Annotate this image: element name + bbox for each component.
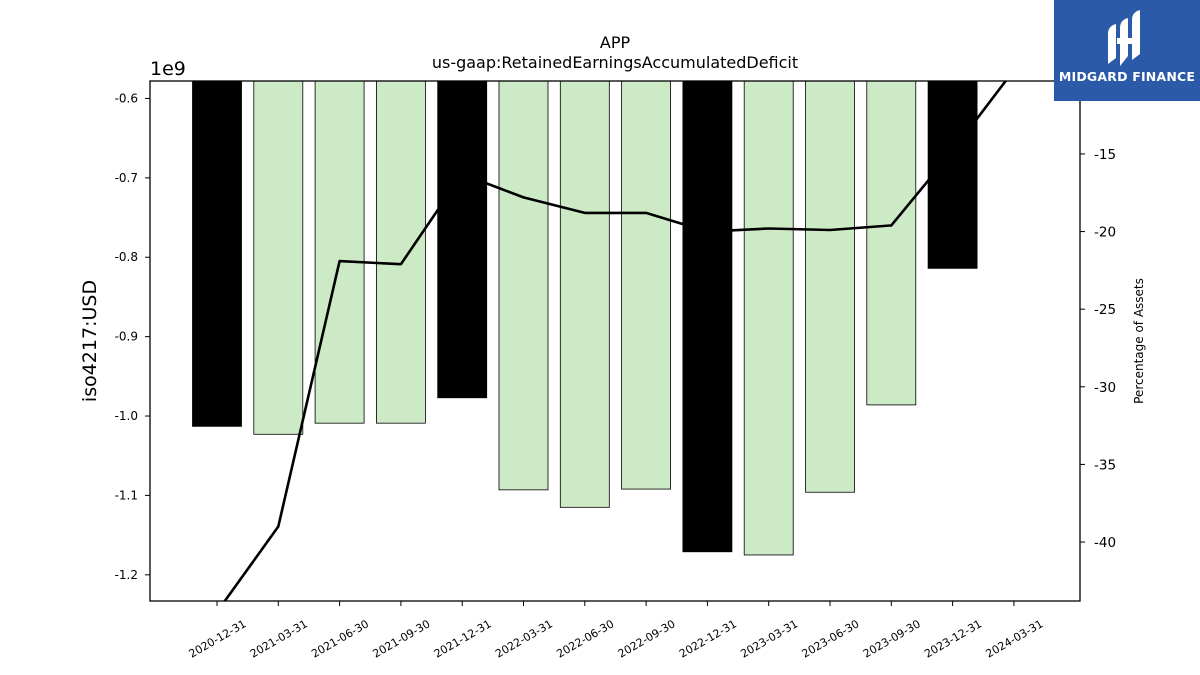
- x-tick-label: 2021-03-31: [248, 617, 310, 660]
- y-tick-label: -0.6: [115, 91, 138, 105]
- logo-text: MIDGARD FINANCE: [1058, 69, 1196, 84]
- x-tick-label: 2021-12-31: [432, 617, 494, 660]
- y2-tick-label: -30: [1094, 380, 1116, 396]
- logo-mark-icon: [1108, 10, 1140, 66]
- bar-series: [192, 81, 978, 556]
- y-offset-label: 1e9: [150, 58, 186, 80]
- x-tick-label: 2021-06-30: [309, 617, 371, 660]
- bar: [866, 81, 917, 406]
- bar: [314, 81, 365, 424]
- bar: [621, 81, 671, 490]
- x-tick-label: 2023-09-30: [861, 617, 923, 660]
- percentage-line: [223, 81, 1008, 601]
- y2-tick-label: -40: [1094, 535, 1116, 551]
- plot-frame: [149, 80, 1081, 602]
- bar: [805, 81, 855, 493]
- y-axis-label: iso4217:USD: [79, 280, 101, 402]
- y-tick-label: -0.7: [115, 171, 138, 185]
- y2-tick-label: -35: [1094, 457, 1116, 473]
- x-tick-label: 2022-03-31: [493, 617, 555, 660]
- x-tick-label: 2020-12-31: [187, 617, 249, 660]
- y-tick-label: -1.2: [115, 568, 138, 582]
- y2-tick-label: -25: [1094, 302, 1116, 318]
- y-tick-label: -0.9: [115, 330, 138, 344]
- y-tick-label: -1.1: [115, 488, 138, 502]
- x-tick-label: 2024-03-31: [984, 617, 1046, 660]
- x-tick-label: 2023-03-31: [738, 617, 800, 660]
- y-tick-label: -1.0: [115, 409, 138, 423]
- bar: [375, 81, 426, 424]
- chart-title: APP: [600, 33, 631, 52]
- bar: [253, 81, 304, 435]
- y2-tick-label: -20: [1094, 225, 1116, 241]
- bar: [498, 81, 549, 491]
- x-tick-label: 2022-12-31: [677, 617, 739, 660]
- bar: [192, 81, 242, 427]
- x-tick-label: 2023-06-30: [800, 617, 862, 660]
- y-tick-label: -0.8: [115, 250, 138, 264]
- line-series: [223, 81, 1008, 601]
- x-tick-label: 2022-06-30: [554, 617, 616, 660]
- logo: MIDGARD FINANCE: [1054, 0, 1200, 101]
- x-tick-label: 2021-09-30: [371, 617, 433, 660]
- bar: [743, 81, 794, 556]
- bar: [559, 81, 610, 508]
- bar: [437, 81, 488, 399]
- x-tick-label: 2022-09-30: [616, 617, 678, 660]
- bar: [682, 81, 733, 553]
- bar: [927, 81, 978, 269]
- y2-axis-label: Percentage of Assets: [1132, 278, 1146, 404]
- y2-tick-label: -15: [1094, 147, 1116, 163]
- x-tick-label: 2023-12-31: [922, 617, 984, 660]
- chart-subtitle: us-gaap:RetainedEarningsAccumulatedDefic…: [432, 53, 798, 72]
